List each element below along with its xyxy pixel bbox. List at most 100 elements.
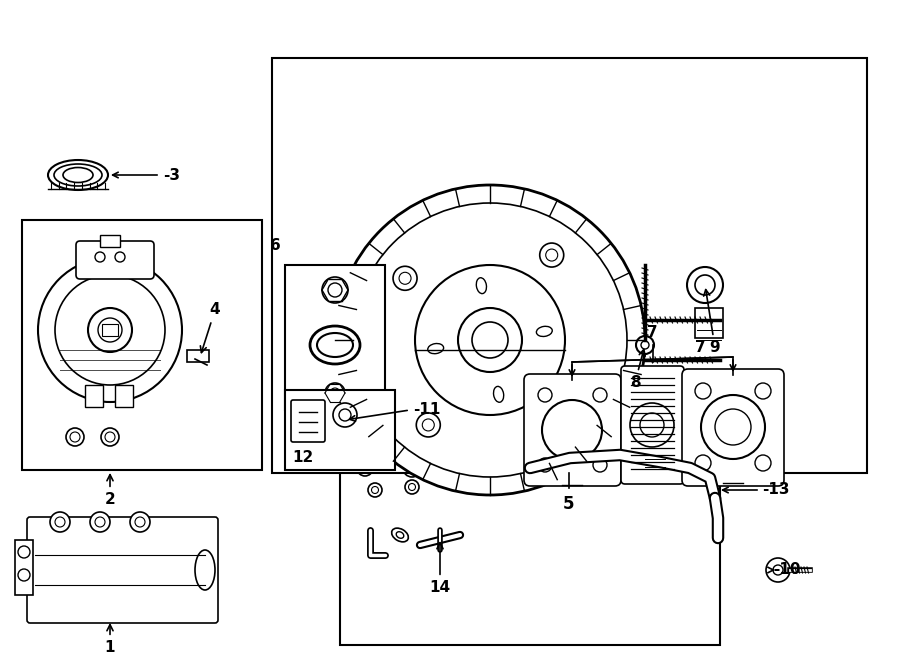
FancyBboxPatch shape — [291, 400, 325, 442]
Ellipse shape — [396, 531, 404, 538]
Circle shape — [90, 512, 110, 532]
Circle shape — [333, 403, 357, 427]
Circle shape — [130, 512, 150, 532]
Circle shape — [766, 558, 790, 582]
Circle shape — [415, 265, 565, 415]
Ellipse shape — [476, 278, 487, 293]
Text: 5: 5 — [563, 495, 575, 513]
Circle shape — [325, 383, 345, 403]
Circle shape — [70, 432, 80, 442]
Text: 7: 7 — [695, 340, 706, 356]
FancyBboxPatch shape — [76, 241, 154, 279]
Circle shape — [405, 480, 419, 494]
Circle shape — [95, 517, 105, 527]
Circle shape — [755, 455, 771, 471]
Circle shape — [593, 388, 607, 402]
Circle shape — [636, 336, 654, 354]
Circle shape — [458, 308, 522, 372]
Circle shape — [773, 565, 783, 575]
Circle shape — [368, 483, 382, 497]
Circle shape — [115, 252, 125, 262]
Circle shape — [569, 396, 580, 408]
Circle shape — [357, 460, 373, 476]
Circle shape — [417, 413, 440, 437]
Circle shape — [472, 322, 508, 358]
Text: 1: 1 — [104, 625, 115, 655]
Circle shape — [403, 459, 421, 477]
Circle shape — [540, 243, 563, 267]
Ellipse shape — [500, 459, 521, 477]
FancyBboxPatch shape — [524, 374, 621, 486]
Circle shape — [542, 400, 602, 460]
Ellipse shape — [63, 167, 93, 182]
Ellipse shape — [428, 344, 444, 354]
Circle shape — [695, 275, 715, 295]
Circle shape — [687, 267, 723, 303]
Circle shape — [55, 517, 65, 527]
Circle shape — [640, 413, 664, 437]
Bar — [15, 540, 33, 595]
Circle shape — [562, 390, 587, 414]
Text: 4: 4 — [201, 303, 220, 352]
Circle shape — [409, 483, 416, 490]
Ellipse shape — [310, 326, 360, 364]
Circle shape — [339, 409, 351, 421]
Text: -3: -3 — [163, 167, 180, 182]
Bar — [22, 220, 262, 470]
Circle shape — [538, 458, 552, 472]
Bar — [100, 235, 120, 247]
Ellipse shape — [317, 333, 353, 357]
Text: 7: 7 — [647, 325, 658, 340]
Ellipse shape — [392, 528, 409, 542]
Circle shape — [50, 512, 70, 532]
Ellipse shape — [493, 387, 504, 403]
Circle shape — [372, 486, 379, 494]
Bar — [340, 440, 720, 645]
Ellipse shape — [54, 164, 102, 186]
Circle shape — [135, 517, 145, 527]
Bar — [85, 385, 103, 407]
FancyBboxPatch shape — [682, 369, 784, 486]
Circle shape — [538, 388, 552, 402]
Circle shape — [641, 341, 649, 349]
Circle shape — [593, 458, 607, 472]
Circle shape — [393, 266, 417, 290]
Text: -10: -10 — [773, 563, 800, 578]
Ellipse shape — [195, 550, 215, 590]
Circle shape — [399, 272, 411, 284]
Circle shape — [335, 185, 645, 495]
Circle shape — [715, 409, 751, 445]
Circle shape — [101, 428, 119, 446]
Bar — [102, 324, 118, 336]
Bar — [187, 350, 209, 362]
Text: 8: 8 — [630, 350, 645, 390]
Bar — [115, 385, 133, 407]
Bar — [695, 308, 723, 338]
Text: -13: -13 — [762, 483, 789, 498]
Circle shape — [755, 383, 771, 399]
Circle shape — [422, 419, 435, 431]
Text: 2: 2 — [104, 475, 115, 507]
Ellipse shape — [536, 327, 553, 336]
Circle shape — [328, 283, 342, 297]
Bar — [645, 455, 665, 471]
Text: 12: 12 — [292, 450, 313, 465]
Text: 6: 6 — [270, 238, 281, 253]
Text: 14: 14 — [429, 543, 451, 595]
Circle shape — [18, 546, 30, 558]
Circle shape — [408, 463, 417, 473]
Circle shape — [95, 252, 105, 262]
Circle shape — [98, 318, 122, 342]
Circle shape — [105, 432, 115, 442]
Circle shape — [330, 388, 340, 398]
Circle shape — [361, 464, 369, 472]
Text: 9: 9 — [704, 290, 720, 355]
Text: -11: -11 — [413, 403, 440, 418]
Circle shape — [701, 395, 765, 459]
Circle shape — [18, 569, 30, 581]
FancyBboxPatch shape — [27, 517, 218, 623]
Circle shape — [545, 249, 558, 261]
Circle shape — [695, 383, 711, 399]
Circle shape — [630, 403, 674, 447]
Circle shape — [66, 428, 84, 446]
